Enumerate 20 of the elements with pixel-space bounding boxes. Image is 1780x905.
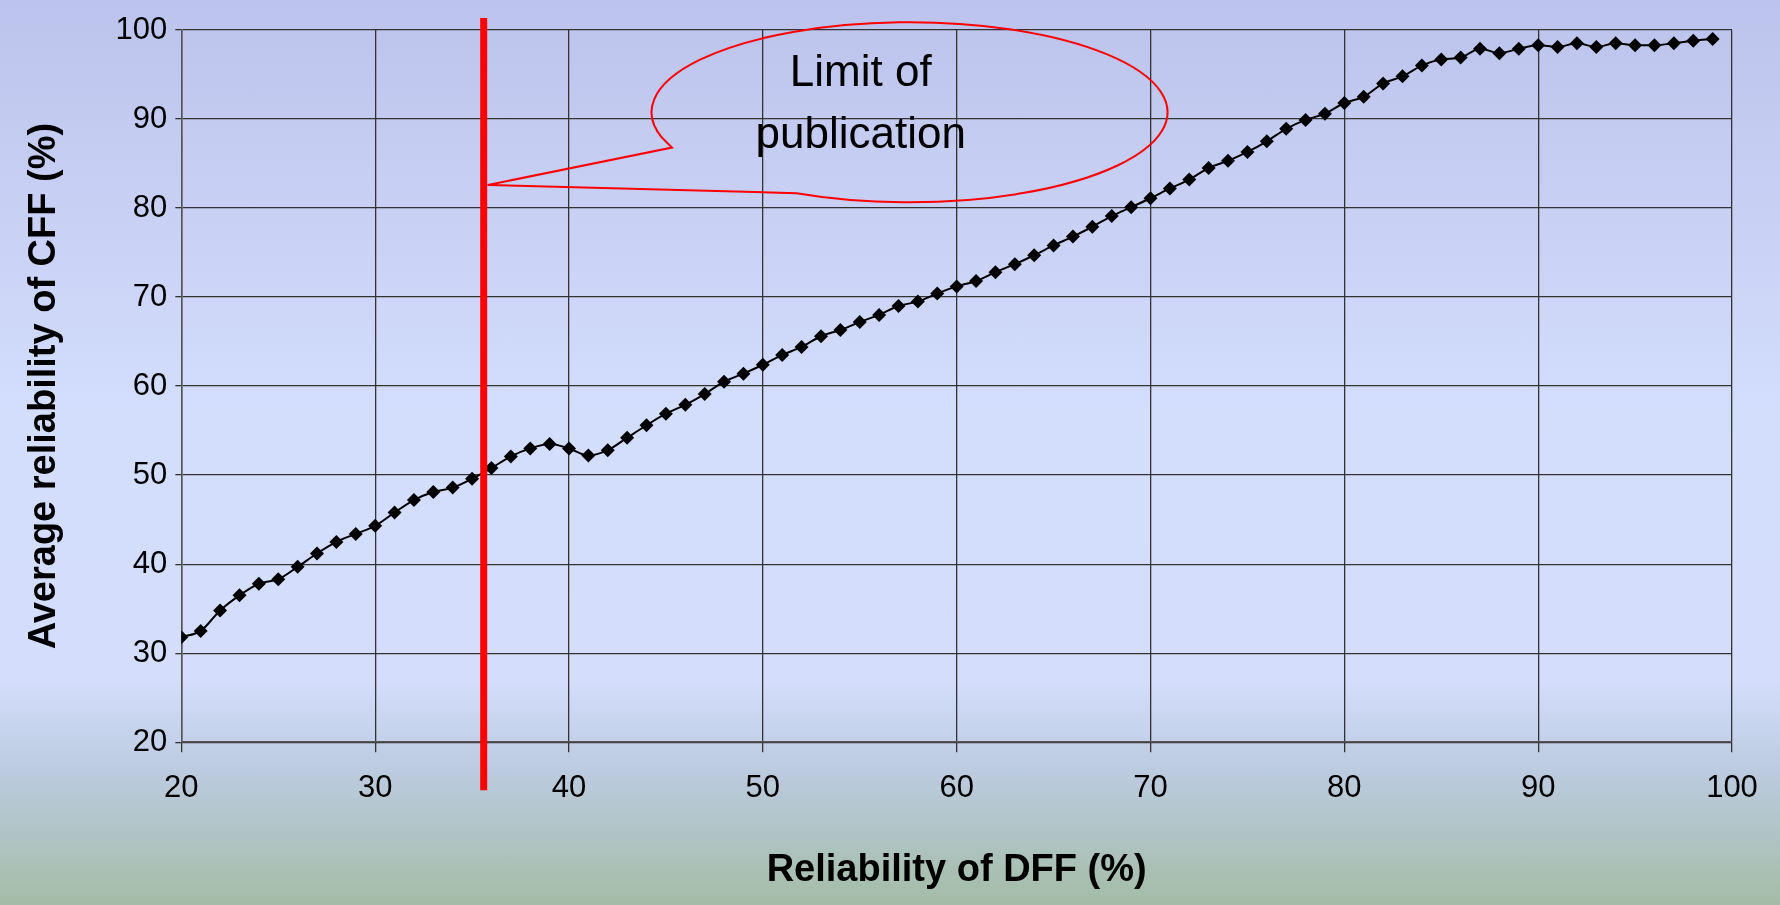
x-tick-label: 40 [551,769,587,805]
x-tick-label: 50 [745,769,781,805]
y-tick-label: 70 [132,277,168,313]
x-tick-label: 80 [1327,769,1362,805]
y-axis-title: Average reliability of CFF (%) [21,122,64,650]
x-tick-label: 60 [939,769,974,805]
y-tick-label: 20 [132,722,168,758]
y-tick-label: 50 [132,455,168,491]
y-tick-label: 80 [132,188,168,224]
x-axis-title: Reliability of DFF (%) [766,846,1147,889]
y-tick-label: 100 [115,10,168,46]
x-tick-label: 20 [164,769,199,805]
x-tick-label: 30 [357,769,393,805]
x-tick-label: 100 [1706,769,1758,805]
x-tick-label: 90 [1520,769,1556,805]
y-tick-label: 30 [132,633,168,669]
y-tick-label: 40 [132,544,168,580]
y-tick-label: 60 [132,366,168,402]
x-tick-label: 70 [1133,769,1168,805]
y-tick-label: 90 [132,99,168,135]
